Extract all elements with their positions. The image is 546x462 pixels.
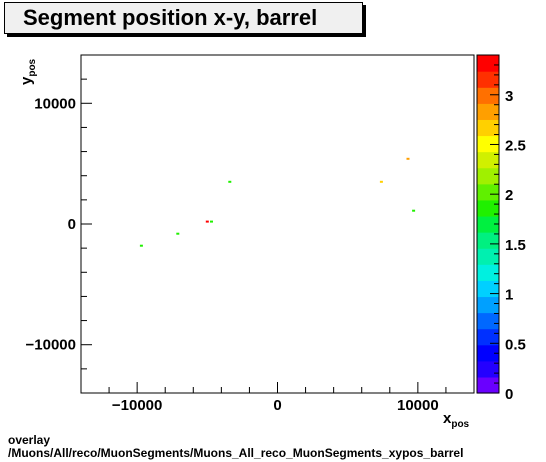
x-axis-title-subscript: pos xyxy=(451,419,469,430)
data-cell-4 xyxy=(228,180,232,183)
palette-tick-label: 3 xyxy=(505,88,513,105)
palette-swatch xyxy=(477,71,499,88)
palette-swatch xyxy=(477,199,499,217)
palette-swatch xyxy=(477,328,499,346)
palette-swatch xyxy=(477,151,499,169)
palette-swatch xyxy=(477,296,499,314)
plot-area xyxy=(80,54,475,394)
data-cell-0 xyxy=(139,244,143,247)
y-tick-label: 0 xyxy=(68,216,76,233)
y-tick-label: 10000 xyxy=(34,95,76,112)
x-axis-title-main: x xyxy=(443,410,452,427)
data-cell-6 xyxy=(406,157,410,160)
data-cell-1 xyxy=(176,232,180,235)
palette-swatch xyxy=(477,232,499,249)
palette-tick-label: 2 xyxy=(505,187,513,204)
palette-swatch xyxy=(477,135,499,153)
palette-swatch xyxy=(477,119,499,137)
data-cell-2 xyxy=(205,220,209,223)
data-cell-5 xyxy=(379,180,383,183)
palette-tick-label: 1.5 xyxy=(505,237,526,254)
data-cell-3 xyxy=(210,220,213,223)
y-axis-title-main: y xyxy=(18,76,35,85)
color-scale: 0 0.5 1 1.5 2 2.5 3 xyxy=(476,54,526,403)
palette-swatch xyxy=(477,344,499,362)
palette-swatch xyxy=(477,376,499,394)
palette-tick-label: 0 xyxy=(505,386,513,403)
palette-tick-label: 2.5 xyxy=(505,137,526,154)
palette-swatch xyxy=(477,183,499,201)
palette-swatch xyxy=(477,280,499,298)
y-axis-title: ypos xyxy=(18,58,38,85)
palette-swatch xyxy=(477,87,499,104)
data-cell-7 xyxy=(412,209,416,212)
palette-swatch xyxy=(477,360,499,378)
chart-title: Segment position x-y, barrel xyxy=(4,2,363,34)
palette-tick-label: 0.5 xyxy=(505,336,526,353)
palette-tick-label: 1 xyxy=(505,287,513,304)
palette-swatch xyxy=(477,248,499,265)
footer-histogram-path: /Muons/All/reco/MuonSegments/Muons_All_r… xyxy=(8,446,464,460)
palette-swatch xyxy=(477,167,499,185)
x-tick-label: 10000 xyxy=(397,397,439,414)
x-tick-label: −10000 xyxy=(112,397,162,414)
plot-frame xyxy=(80,54,475,394)
palette-swatch xyxy=(477,103,499,120)
palette-swatch xyxy=(477,55,499,72)
y-axis-title-subscript: pos xyxy=(27,58,38,76)
y-tick-label: −10000 xyxy=(26,337,76,354)
palette-swatch xyxy=(477,312,499,330)
palette-swatch xyxy=(477,264,499,281)
data-cells xyxy=(139,157,416,247)
palette-swatch xyxy=(477,215,499,233)
x-tick-label: 0 xyxy=(273,397,281,414)
x-axis-title: xpos xyxy=(443,410,470,430)
footer-overlay-label: overlay xyxy=(8,433,51,447)
